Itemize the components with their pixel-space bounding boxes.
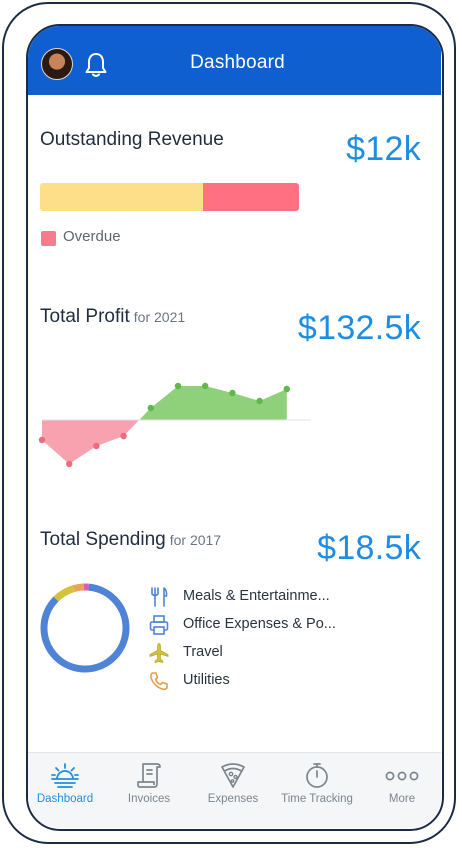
tab-expenses-label: Expenses (207, 793, 259, 805)
profit-data-point (174, 382, 182, 390)
spending-item-label: Utilities (183, 672, 230, 688)
total-profit-value: $132.5k (297, 309, 421, 347)
spending-item-label: Meals & Entertainme... (183, 588, 330, 604)
spending-donut-slice (40, 583, 130, 673)
total-profit-title: Total Profit for 2021 (40, 306, 185, 328)
current-revenue-segment (40, 183, 204, 211)
overdue-legend-label: Overdue (63, 228, 121, 245)
tab-time-tracking-label: Time Tracking (281, 793, 353, 805)
total-spending-title: Total Spending for 2017 (40, 529, 221, 551)
tab-dashboard-label: Dashboard (36, 793, 94, 805)
bell-icon[interactable] (84, 51, 108, 79)
tab-more-label: More (388, 793, 416, 805)
total-profit-label: Total Profit (40, 306, 130, 327)
profit-data-point (38, 436, 46, 444)
outstanding-revenue-bar (40, 183, 299, 211)
top-bar: Dashboard (28, 26, 441, 95)
fork-knife-icon (151, 587, 168, 607)
profit-data-point (283, 385, 290, 393)
tab-more[interactable]: More (361, 753, 441, 825)
profit-data-point (66, 460, 73, 468)
avatar[interactable] (41, 48, 73, 80)
airplane-icon (149, 643, 169, 664)
tab-invoices-label: Invoices (127, 793, 171, 805)
printer-icon (149, 615, 169, 635)
scroll-icon (137, 763, 161, 788)
tab-dashboard[interactable]: Dashboard (28, 753, 106, 825)
phone-screen-frame: Dashboard Outstanding Revenue $12k Overd… (26, 24, 444, 831)
tab-time-tracking[interactable]: Time Tracking (276, 753, 358, 825)
total-spending-card[interactable]: Total Spending for 2017 $18.5k Meals & En… (28, 26, 441, 726)
outstanding-revenue-card[interactable]: Outstanding Revenue $12k Overdue (28, 26, 441, 266)
phone-icon (150, 672, 168, 691)
profit-positive-area (139, 386, 287, 420)
profit-data-point (256, 397, 263, 405)
overdue-legend-swatch (41, 231, 56, 246)
tab-invoices[interactable]: Invoices (108, 753, 190, 825)
profit-data-point (120, 432, 127, 440)
total-profit-card[interactable]: Total Profit for 2021 $132.5k (28, 26, 441, 506)
spending-item-meals[interactable]: Meals & Entertainme... (148, 586, 388, 608)
outstanding-revenue-title: Outstanding Revenue (40, 129, 224, 151)
page-title: Dashboard (190, 52, 285, 73)
more-dots-icon (385, 771, 419, 781)
stopwatch-icon (306, 763, 328, 788)
spending-item-label: Office Expenses & Po... (183, 616, 336, 632)
overdue-revenue-segment (203, 183, 299, 211)
total-spending-value: $18.5k (317, 529, 421, 567)
spending-item-utilities[interactable]: Utilities (148, 670, 388, 692)
spending-item-label: Travel (183, 644, 223, 660)
profit-negative-area (42, 420, 140, 464)
app-screen: Dashboard Outstanding Revenue $12k Overd… (28, 26, 441, 828)
total-spending-period: for 2017 (169, 532, 222, 548)
profit-area-chart (38, 382, 311, 468)
spending-item-travel[interactable]: Travel (148, 642, 388, 664)
total-profit-period: for 2021 (133, 309, 186, 325)
pizza-icon (221, 763, 245, 788)
outstanding-revenue-value: $12k (346, 130, 421, 168)
spending-donut-slice (40, 583, 130, 673)
tab-expenses[interactable]: Expenses (192, 753, 274, 825)
total-spending-label: Total Spending (40, 529, 166, 550)
spending-donut-chart (40, 583, 130, 673)
phone-frame: Dashboard Outstanding Revenue $12k Overd… (2, 2, 456, 844)
bottom-tab-bar: Dashboard Invoices (28, 752, 441, 828)
sun-horizon-icon (51, 763, 79, 788)
outstanding-revenue-label: Outstanding Revenue (40, 129, 224, 150)
spending-item-office[interactable]: Office Expenses & Po... (148, 614, 388, 636)
profit-data-point (202, 382, 209, 390)
profit-data-point (93, 442, 100, 450)
profit-data-point (229, 389, 236, 397)
profit-data-point (147, 404, 154, 412)
